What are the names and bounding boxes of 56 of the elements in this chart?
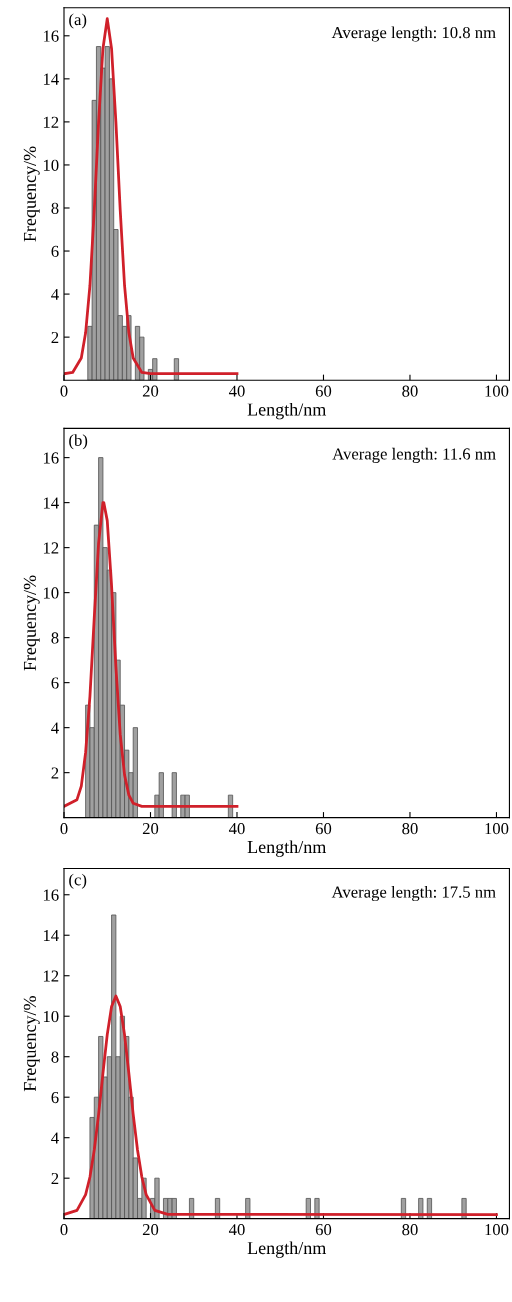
- y-tick-label: 6: [51, 1091, 59, 1104]
- y-tick-label: 12: [43, 116, 59, 128]
- y-tick-label: 14: [43, 497, 59, 509]
- y-tick-label: 14: [43, 73, 59, 85]
- annotation: Average length: 17.5 nm: [331, 885, 496, 902]
- annotation: (c): [69, 873, 87, 889]
- x-tick-label: 0: [60, 823, 68, 835]
- y-tick-label: 2: [51, 767, 59, 779]
- annotation: (a): [69, 13, 87, 29]
- y-tick-label: 12: [43, 970, 59, 982]
- x-tick-label: 40: [228, 1224, 245, 1236]
- y-tick-label: 12: [43, 542, 59, 554]
- y-tick-label: 4: [51, 1132, 59, 1144]
- annotation: (b): [69, 434, 88, 450]
- x-axis-title: Length/nm: [247, 1241, 327, 1258]
- y-tick-label: 8: [51, 1051, 59, 1063]
- line-series: [64, 994, 498, 1217]
- annotation: Average length: 11.6 nm: [332, 447, 496, 463]
- y-tick-label: 8: [51, 202, 59, 214]
- y-axis-title: Frequency/%: [23, 146, 40, 242]
- y-tick-label: 16: [43, 889, 59, 901]
- y-tick-label: 4: [51, 722, 59, 734]
- x-tick-label: 100: [485, 385, 509, 397]
- x-tick-label: 80: [402, 385, 418, 397]
- y-tick-label: 16: [43, 30, 59, 42]
- y-tick-label: 10: [43, 159, 59, 171]
- line-series: [64, 501, 239, 808]
- x-tick-label: 40: [228, 385, 245, 397]
- x-tick-label: 100: [485, 823, 509, 835]
- y-tick-label: 14: [43, 930, 59, 942]
- y-tick-label: 2: [51, 1172, 59, 1184]
- y-tick-label: 2: [51, 331, 59, 343]
- x-tick-label: 40: [228, 823, 245, 835]
- x-tick-label: 60: [315, 385, 332, 397]
- y-tick-label: 4: [51, 288, 59, 300]
- annotation: Average length: 10.8 nm: [331, 26, 496, 42]
- x-tick-label: 20: [142, 1224, 159, 1236]
- y-tick-label: 6: [51, 245, 59, 257]
- y-tick-label: 8: [51, 632, 59, 644]
- x-tick-label: 60: [315, 823, 332, 835]
- x-tick-label: 20: [142, 823, 159, 835]
- x-axis-title: Length/nm: [247, 402, 327, 420]
- y-tick-label: 16: [43, 452, 59, 464]
- y-tick-label: 10: [43, 1010, 59, 1023]
- x-tick-label: 60: [315, 1224, 332, 1236]
- x-tick-label: 80: [402, 823, 418, 835]
- x-tick-label: 0: [60, 1224, 68, 1236]
- y-axis-title: Frequency/%: [23, 996, 40, 1092]
- x-tick-label: 100: [485, 1224, 509, 1236]
- y-tick-label: 10: [43, 587, 59, 599]
- x-tick-label: 20: [142, 385, 159, 397]
- x-tick-label: 80: [402, 1224, 418, 1236]
- x-tick-label: 0: [60, 385, 68, 397]
- y-axis-title: Frequency/%: [23, 575, 40, 671]
- x-axis-title: Length/nm: [247, 840, 327, 857]
- y-tick-label: 6: [51, 677, 59, 689]
